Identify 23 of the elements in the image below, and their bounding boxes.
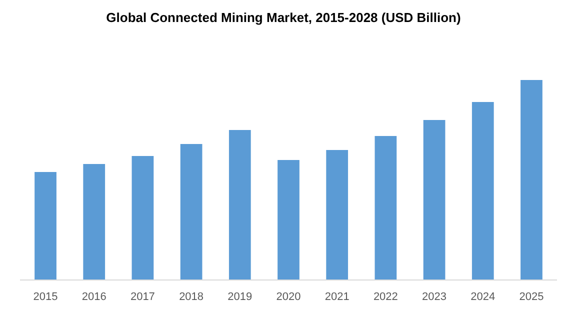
x-tick-label: 2024: [470, 291, 496, 303]
bar: [520, 80, 542, 280]
x-tick-label: 2015: [33, 291, 58, 303]
bar: [228, 130, 251, 280]
bar: [374, 136, 397, 280]
bar: [423, 120, 446, 280]
x-tick-label: 2017: [130, 291, 155, 303]
x-tick-label: 2023: [422, 291, 447, 303]
x-tick-label: 2021: [324, 291, 350, 303]
bar: [472, 102, 494, 280]
x-tick-label: 2022: [373, 291, 398, 303]
bar: [326, 150, 348, 280]
bar: [34, 172, 56, 280]
chart-title: Global Connected Mining Market, 2015-2028 (USD Billion): [106, 10, 461, 25]
bar: [132, 156, 154, 280]
x-tick-label: 2018: [179, 291, 204, 303]
x-tick-label: 2016: [82, 291, 106, 303]
bar: [83, 164, 106, 280]
bar: [180, 144, 202, 280]
bar: [278, 160, 300, 280]
x-tick-label: 2019: [228, 291, 252, 303]
x-tick-label: 2025: [519, 291, 544, 303]
x-tick-label: 2020: [276, 291, 301, 303]
